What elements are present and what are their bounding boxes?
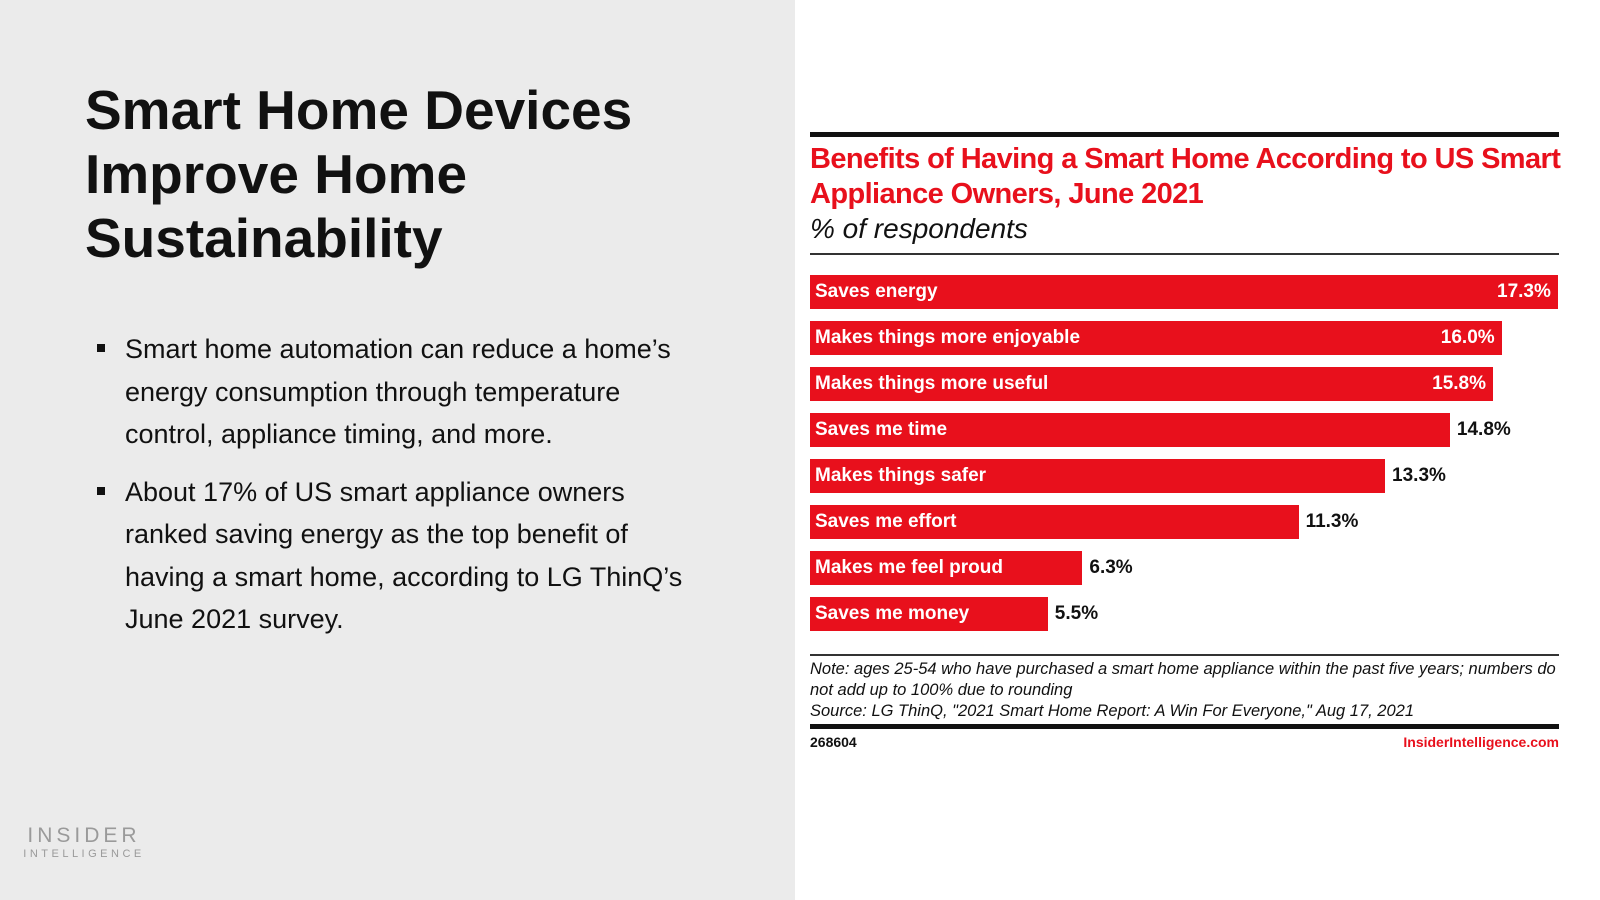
bar	[810, 551, 1083, 585]
left-panel: Smart Home Devices Improve Home Sustaina…	[0, 0, 795, 900]
bar	[810, 505, 1299, 539]
bullet-item: Smart home automation can reduce a home’…	[95, 328, 695, 456]
chart-subtitle: % of respondents	[810, 213, 1028, 244]
chart-id: 268604	[810, 734, 857, 750]
note-text: Note: ages 25-54 who have purchased a sm…	[810, 660, 1556, 699]
logo-line1: INSIDER	[27, 824, 141, 847]
bar-label: Saves me effort	[815, 511, 957, 532]
bar	[810, 597, 1048, 631]
bar	[810, 459, 1386, 493]
bar-label: Saves energy	[815, 281, 938, 302]
logo-line2: INTELLIGENCE	[23, 848, 145, 860]
subtitle-rule	[810, 253, 1559, 255]
bar-value-label: 11.3%	[1305, 511, 1359, 532]
bar	[810, 367, 1494, 401]
bullet-item: About 17% of US smart appliance owners r…	[95, 471, 695, 641]
site-link[interactable]: InsiderIntelligence.com	[1403, 734, 1559, 750]
bullet-marker-icon	[97, 486, 105, 495]
bar-value-label: 5.5%	[1054, 603, 1099, 624]
bar	[810, 413, 1450, 447]
bar-label: Makes things more enjoyable	[815, 327, 1081, 348]
insider-intelligence-logo: INSIDER INTELLIGENCE	[20, 825, 148, 861]
bar-label: Makes things safer	[815, 465, 987, 486]
bar-label: Makes me feel proud	[815, 557, 1003, 578]
chart-title: Benefits of Having a Smart Home Accordin…	[810, 143, 1561, 210]
bullet-marker-icon	[97, 344, 105, 352]
chart-note: Note: ages 25-54 who have purchased a sm…	[810, 659, 1570, 722]
top-rule	[810, 132, 1559, 137]
bar-value-label: 6.3%	[1089, 557, 1133, 578]
bar-label: Makes things more useful	[815, 373, 1049, 394]
bullet-text: Smart home automation can reduce a home’…	[125, 334, 671, 449]
bar	[810, 275, 1558, 309]
bar	[810, 321, 1502, 355]
bar-label: Saves me money	[815, 603, 970, 624]
note-rule	[810, 654, 1559, 656]
bar-value-label: 16.0%	[1440, 327, 1495, 348]
bullet-list: Smart home automation can reduce a home’…	[95, 328, 695, 656]
bar-value-label: 13.3%	[1392, 465, 1446, 486]
source-text: Source: LG ThinQ, "2021 Smart Home Repor…	[810, 702, 1415, 720]
bottom-rule	[810, 724, 1559, 729]
bar-value-label: 14.8%	[1456, 419, 1511, 440]
slide-title: Smart Home Devices Improve Home Sustaina…	[85, 79, 633, 269]
bar-value-label: 15.8%	[1432, 373, 1487, 394]
bar-value-label: 17.3%	[1497, 281, 1551, 302]
bar-label: Saves me time	[815, 419, 948, 440]
bullet-text: About 17% of US smart appliance owners r…	[125, 476, 683, 635]
